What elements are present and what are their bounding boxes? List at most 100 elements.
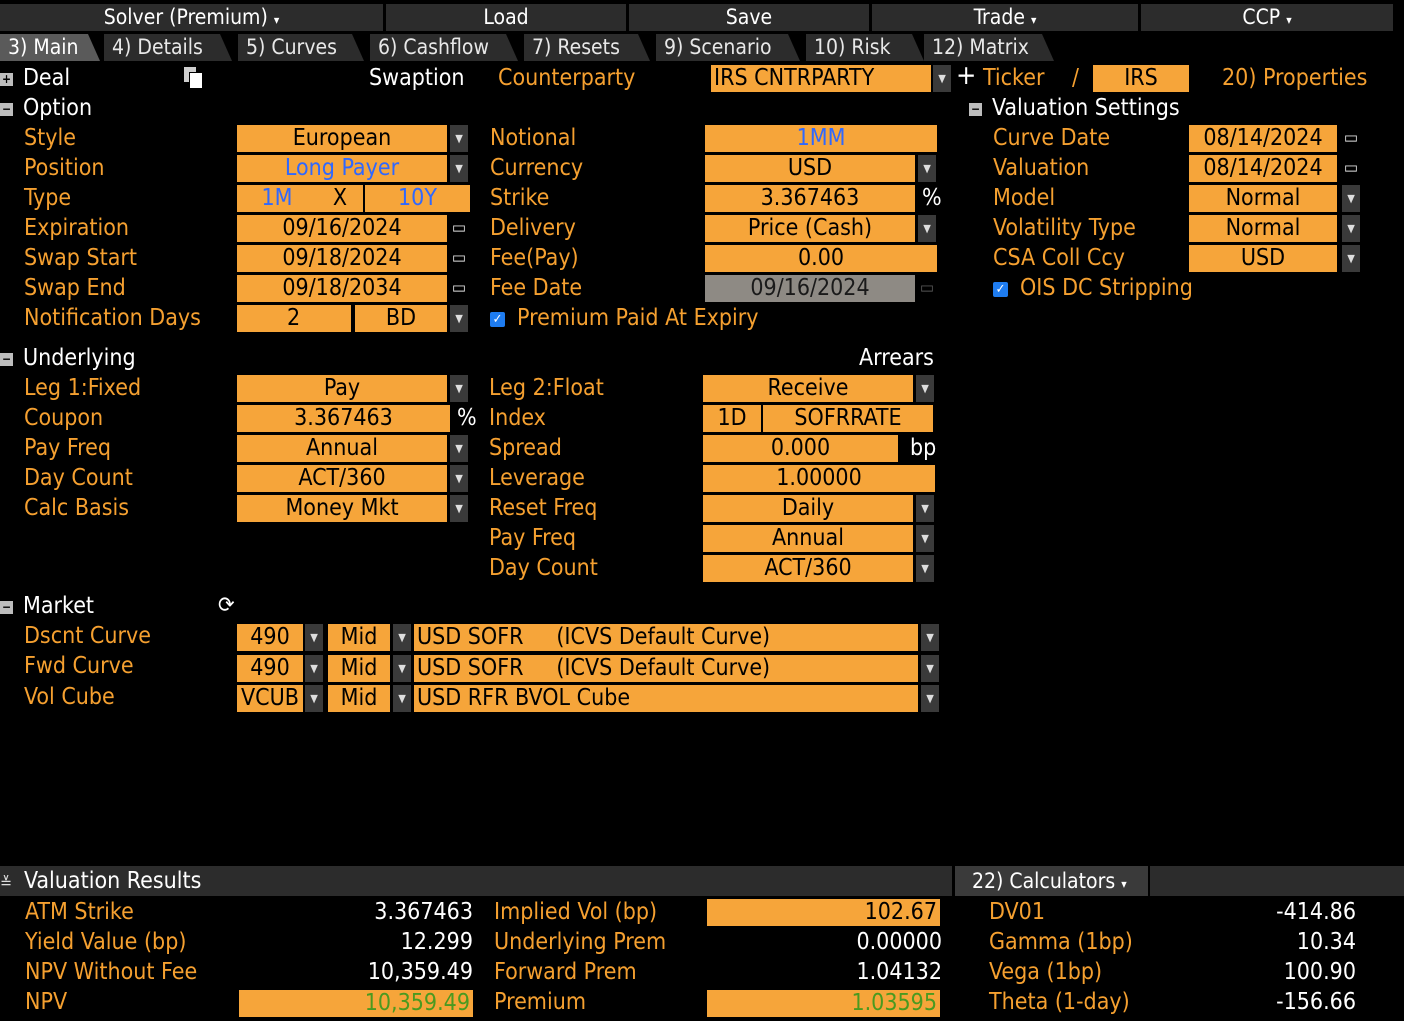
leg2-dropdown-icon[interactable]: ▼ xyxy=(916,375,934,402)
curve-side-field[interactable]: Mid xyxy=(328,685,390,712)
position-dropdown-icon[interactable]: ▼ xyxy=(450,155,468,182)
currency-dropdown-icon[interactable]: ▼ xyxy=(918,155,936,182)
calendar-icon[interactable]: ▭ xyxy=(1343,158,1359,178)
coupon-field[interactable]: 3.367463 xyxy=(237,405,450,432)
curve-name-dropdown-icon[interactable]: ▼ xyxy=(921,624,939,651)
tab-matrix[interactable]: 12) Matrix xyxy=(924,34,1054,61)
curve-id-field[interactable]: 490 xyxy=(237,655,303,682)
tab-risk[interactable]: 10) Risk xyxy=(806,34,924,61)
currency-field[interactable]: USD xyxy=(705,155,915,182)
calendar-icon[interactable]: ▭ xyxy=(451,278,467,298)
curve-side-field[interactable]: Mid xyxy=(328,655,390,682)
swap-end-field[interactable]: 09/18/2034 xyxy=(237,275,447,302)
tab-main[interactable]: 3) Main xyxy=(0,34,100,61)
add-icon[interactable]: + xyxy=(956,60,977,91)
implied-vol-value[interactable]: 102.67 xyxy=(707,899,940,926)
ticker-field[interactable]: IRS xyxy=(1093,65,1189,92)
market-section-header[interactable]: − Market xyxy=(0,591,94,621)
csa-coll-ccy-dropdown-icon[interactable]: ▼ xyxy=(1342,245,1360,272)
fee-field[interactable]: 0.00 xyxy=(705,245,937,272)
type-tenor-field[interactable]: 10Y xyxy=(365,185,470,212)
reset-freq-dropdown-icon[interactable]: ▼ xyxy=(916,495,934,522)
curve-name-field[interactable]: USD SOFR (ICVS Default Curve) xyxy=(414,655,918,682)
pay-freq-field[interactable]: Annual xyxy=(237,435,447,462)
option-section-header[interactable]: − Option xyxy=(0,93,92,123)
delivery-dropdown-icon[interactable]: ▼ xyxy=(918,215,936,242)
spread-field[interactable]: 0.000 xyxy=(703,435,898,462)
valuation-date-field[interactable]: 08/14/2024 xyxy=(1189,155,1337,182)
curve-side-dropdown-icon[interactable]: ▼ xyxy=(393,655,411,682)
curve-date-field[interactable]: 08/14/2024 xyxy=(1189,125,1337,152)
curve-name-field[interactable]: USD SOFR (ICVS Default Curve) xyxy=(414,624,918,651)
valuation-results-header[interactable]: ≚ Valuation Results xyxy=(0,866,201,898)
curve-id-dropdown-icon[interactable]: ▼ xyxy=(305,624,323,651)
pay-freq2-dropdown-icon[interactable]: ▼ xyxy=(916,525,934,552)
ccp-menu[interactable]: CCP ▾ xyxy=(1141,4,1393,31)
calendar-icon[interactable]: ▭ xyxy=(451,218,467,238)
notional-field[interactable]: 1MM xyxy=(705,125,937,152)
model-dropdown-icon[interactable]: ▼ xyxy=(1342,185,1360,212)
position-field[interactable]: Long Payer xyxy=(237,155,447,182)
day-count2-dropdown-icon[interactable]: ▼ xyxy=(916,555,934,582)
deal-section-header[interactable]: + Deal xyxy=(0,63,70,93)
leg2-direction-field[interactable]: Receive xyxy=(703,375,913,402)
curve-side-dropdown-icon[interactable]: ▼ xyxy=(393,624,411,651)
style-dropdown-icon[interactable]: ▼ xyxy=(450,125,468,152)
strike-field[interactable]: 3.367463 xyxy=(705,185,915,212)
curve-id-field[interactable]: VCUB xyxy=(237,685,303,712)
notification-unit-dropdown-icon[interactable]: ▼ xyxy=(450,305,468,332)
ois-stripping-checkbox[interactable]: ✓ OIS DC Stripping xyxy=(993,273,1193,303)
counterparty-field[interactable]: IRS CNTRPARTY xyxy=(711,65,931,92)
volatility-type-dropdown-icon[interactable]: ▼ xyxy=(1342,215,1360,242)
reset-freq-field[interactable]: Daily xyxy=(703,495,913,522)
curve-id-dropdown-icon[interactable]: ▼ xyxy=(305,685,323,712)
trade-menu[interactable]: Trade ▾ xyxy=(872,4,1138,31)
tab-resets[interactable]: 7) Resets xyxy=(524,34,650,61)
style-field[interactable]: European xyxy=(237,125,447,152)
underlying-section-header[interactable]: − Underlying xyxy=(0,343,136,373)
calculators-menu[interactable]: 22) Calculators ▾ xyxy=(955,866,1148,896)
save-button[interactable]: Save xyxy=(629,4,869,31)
notification-days-field[interactable]: 2 xyxy=(237,305,351,332)
leg1-dropdown-icon[interactable]: ▼ xyxy=(450,375,468,402)
type-expiry-field[interactable]: 1M xyxy=(237,185,317,212)
curve-id-field[interactable]: 490 xyxy=(237,624,303,651)
counterparty-dropdown-icon[interactable]: ▼ xyxy=(933,65,951,92)
calc-basis-dropdown-icon[interactable]: ▼ xyxy=(450,495,468,522)
curve-side-dropdown-icon[interactable]: ▼ xyxy=(393,685,411,712)
tab-cashflow[interactable]: 6) Cashflow xyxy=(370,34,518,61)
properties-link[interactable]: 20) Properties xyxy=(1222,65,1368,91)
curve-side-field[interactable]: Mid xyxy=(328,624,390,651)
copy-icon[interactable] xyxy=(184,67,203,89)
day-count-dropdown-icon[interactable]: ▼ xyxy=(450,465,468,492)
curve-id-dropdown-icon[interactable]: ▼ xyxy=(305,655,323,682)
csa-coll-ccy-field[interactable]: USD xyxy=(1189,245,1337,272)
notification-unit-field[interactable]: BD xyxy=(355,305,447,332)
pay-freq-dropdown-icon[interactable]: ▼ xyxy=(450,435,468,462)
pay-freq2-field[interactable]: Annual xyxy=(703,525,913,552)
index-tenor-field[interactable]: 1D xyxy=(703,405,761,432)
valuation-settings-header[interactable]: − Valuation Settings xyxy=(969,93,1180,123)
refresh-icon[interactable]: ⟳ xyxy=(218,593,235,618)
curve-name-dropdown-icon[interactable]: ▼ xyxy=(921,685,939,712)
day-count-field[interactable]: ACT/360 xyxy=(237,465,447,492)
leg1-direction-field[interactable]: Pay xyxy=(237,375,447,402)
volatility-type-field[interactable]: Normal xyxy=(1189,215,1337,242)
npv-value[interactable]: 10,359.49 xyxy=(239,990,473,1017)
leverage-field[interactable]: 1.00000 xyxy=(703,465,935,492)
calendar-icon[interactable]: ▭ xyxy=(1343,128,1359,148)
curve-name-dropdown-icon[interactable]: ▼ xyxy=(921,655,939,682)
delivery-field[interactable]: Price (Cash) xyxy=(705,215,915,242)
swap-start-field[interactable]: 09/18/2024 xyxy=(237,245,447,272)
expiration-field[interactable]: 09/16/2024 xyxy=(237,215,447,242)
calc-basis-field[interactable]: Money Mkt xyxy=(237,495,447,522)
load-button[interactable]: Load xyxy=(386,4,626,31)
tab-curves[interactable]: 5) Curves xyxy=(238,34,364,61)
premium-expiry-checkbox[interactable]: ✓ Premium Paid At Expiry xyxy=(490,303,759,333)
index-field[interactable]: SOFRRATE xyxy=(763,405,933,432)
premium-value[interactable]: 1.03595 xyxy=(707,990,940,1017)
tab-scenario[interactable]: 9) Scenario xyxy=(656,34,800,61)
calendar-icon[interactable]: ▭ xyxy=(451,248,467,268)
solver-menu[interactable]: Solver (Premium) ▾ xyxy=(0,4,383,31)
curve-name-field[interactable]: USD RFR BVOL Cube xyxy=(414,685,918,712)
